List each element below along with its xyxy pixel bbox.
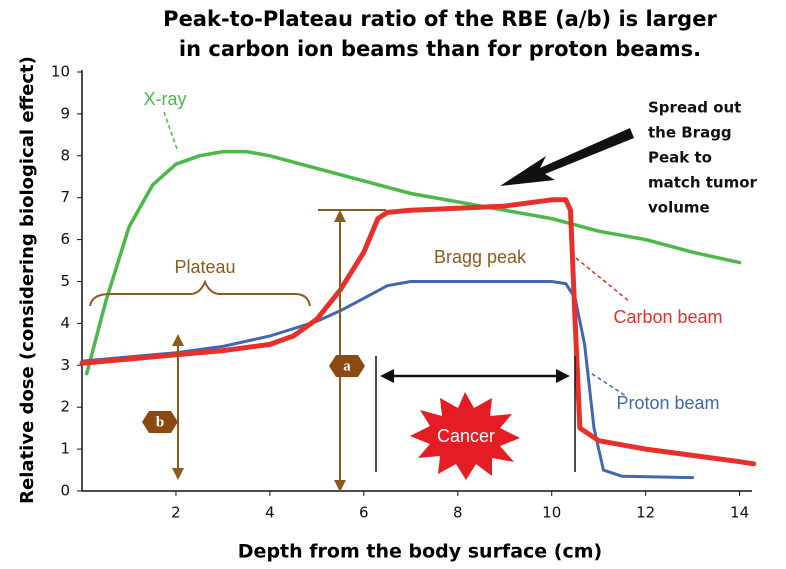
carbon-label: Carbon beam: [613, 307, 722, 327]
y-tick-label: 8: [60, 146, 70, 164]
proton-label: Proton beam: [616, 393, 719, 413]
y-tick-label: 2: [60, 398, 70, 416]
y-tick-label: 7: [60, 188, 70, 206]
x-tick-label: 12: [636, 504, 655, 522]
spread-note: Spread out the Bragg Peak to match tumor…: [648, 99, 757, 217]
x-tick-label: 6: [359, 504, 369, 522]
y-tick-label: 10: [51, 63, 70, 81]
x-axis-label: Depth from the body surface (cm): [238, 541, 602, 563]
spread-line: volume: [648, 199, 710, 217]
carbon-leader: [576, 258, 630, 302]
plateau-label: Plateau: [174, 257, 235, 277]
b-label: b: [156, 414, 164, 430]
spread-line: the Bragg: [648, 124, 732, 142]
annotations: Plateau Bragg peak a b Cancer Spread out…: [90, 89, 757, 492]
spread-line: Spread out: [648, 99, 741, 117]
y-tick-label: 1: [60, 440, 70, 458]
y-tick-label: 9: [60, 104, 70, 122]
cancer-label: Cancer: [437, 426, 495, 446]
series-line: [82, 200, 754, 464]
y-tick-label: 6: [60, 230, 70, 248]
a-label: a: [343, 358, 351, 374]
x-tick-label: 14: [730, 504, 749, 522]
y-tick-label: 4: [60, 314, 70, 332]
y-tick-label: 0: [60, 482, 70, 500]
x-tick-label: 4: [265, 504, 275, 522]
spread-line: match tumor: [648, 174, 757, 192]
x-tick-label: 2: [171, 504, 181, 522]
plateau-brace: [90, 282, 310, 306]
chart-title: Peak-to-Plateau ratio of the RBE (a/b) i…: [163, 7, 717, 31]
spread-arrow: [500, 128, 634, 186]
xray-label: X-ray: [143, 89, 186, 109]
chart: Peak-to-Plateau ratio of the RBE (a/b) i…: [0, 0, 786, 569]
x-tick-label: 8: [453, 504, 463, 522]
bragg-label: Bragg peak: [434, 247, 527, 267]
y-tick-label: 5: [60, 272, 70, 290]
x-tick-label: 10: [542, 504, 561, 522]
y-axis-label: Relative dose (considering biological ef…: [17, 56, 38, 504]
chart-title: in carbon ion beams than for proton beam…: [179, 37, 701, 61]
spread-line: Peak to: [648, 149, 712, 167]
xray-leader: [164, 112, 178, 152]
y-tick-label: 3: [60, 356, 70, 374]
